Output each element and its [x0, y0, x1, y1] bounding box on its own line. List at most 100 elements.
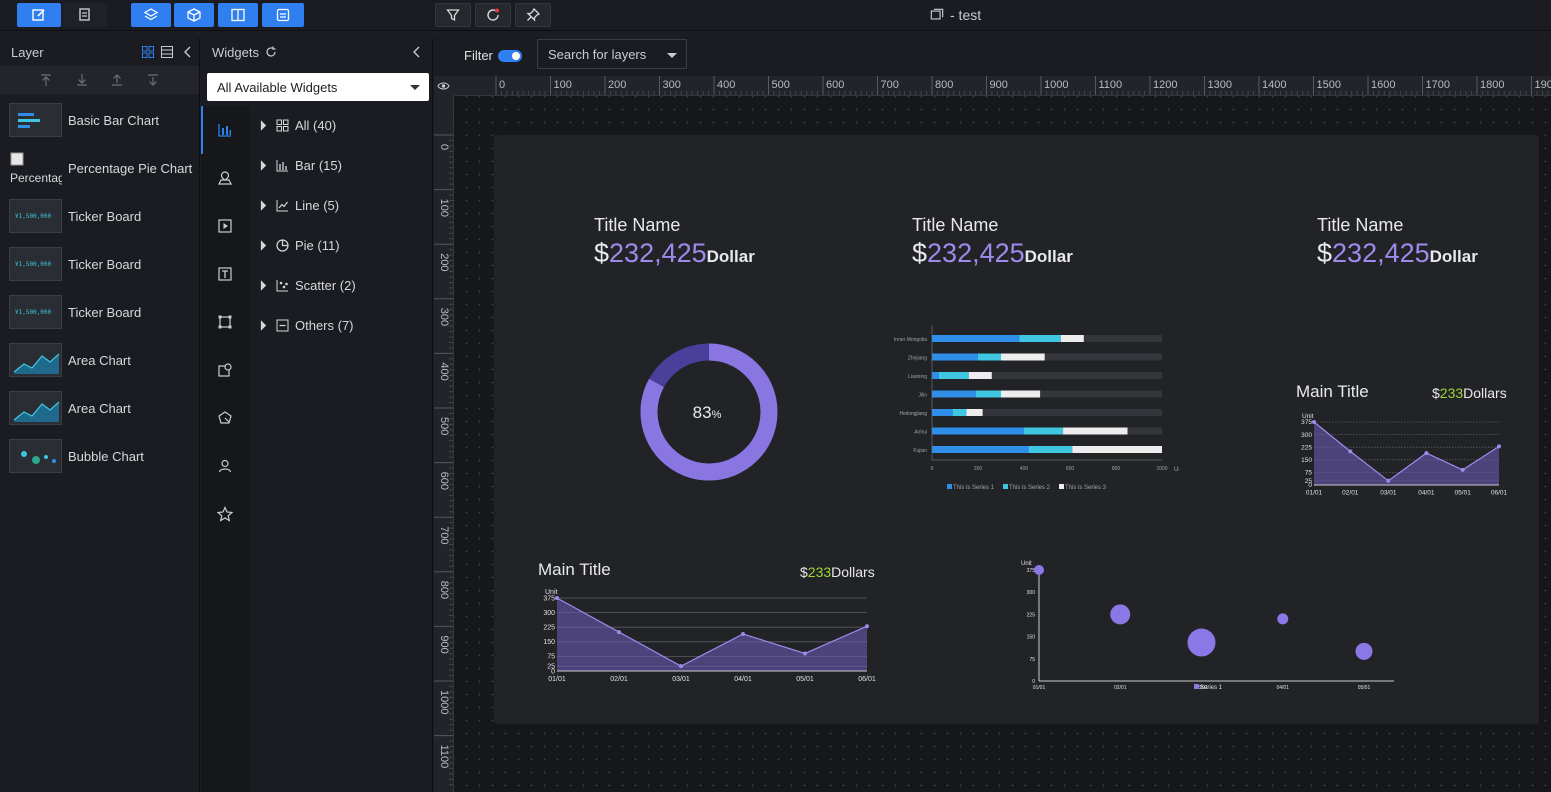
layer-item[interactable]: ¥1,500,000 Ticker Board [0, 288, 200, 336]
ruler-corner[interactable] [434, 76, 454, 96]
kpi-number: 232,425 [609, 238, 707, 268]
area-chart-title: Main Title [1296, 382, 1369, 401]
ticker-thumbnail: ¥1,500,000 [9, 295, 62, 329]
layer-search-select[interactable]: Search for layers [537, 39, 687, 69]
bar-category-label: Inner Mongolia [894, 337, 927, 343]
data-point [1312, 420, 1316, 424]
kpi-unit: Dollar [706, 247, 755, 266]
box-icon [187, 8, 201, 22]
kpi-currency: $ [912, 238, 928, 268]
edit-button[interactable] [17, 3, 61, 27]
kpi-ticker[interactable]: Title Name $232,425Dollar [594, 215, 755, 269]
refresh-button[interactable] [475, 3, 511, 27]
bubble-chart[interactable]: Unit 0 75 150 225 300 375 01/01 02/01 03/01 04/01 0… [1009, 555, 1409, 690]
bar-track [932, 353, 1162, 361]
component-button[interactable] [174, 3, 214, 27]
layer-item-label: Ticker Board [68, 304, 142, 320]
ticker-thumbnail: ¥1,500,000 [9, 247, 62, 281]
layer-item[interactable]: ¥1,500,000 Ticker Board [0, 192, 200, 240]
move-down-icon[interactable] [146, 73, 160, 87]
chevron-right-icon [260, 319, 267, 331]
layer-item[interactable]: Percentage Percentage Pie Chart [0, 144, 200, 192]
layers-button[interactable] [131, 3, 171, 27]
y-axis-label: Unit [1021, 561, 1032, 567]
bar-segment [952, 409, 967, 416]
widget-category-all[interactable]: All (40) [257, 115, 336, 135]
globe-icon[interactable] [217, 410, 233, 426]
bar-chart-icon[interactable] [217, 122, 233, 138]
y-tick-label: 0 [551, 668, 555, 675]
kpi-value: $232,425Dollar [594, 238, 755, 269]
y-tick-label: 300 [543, 610, 555, 617]
export-icon [79, 8, 90, 21]
export-button[interactable] [63, 3, 107, 27]
layer-item[interactable]: Basic Bar Chart [0, 96, 200, 144]
rail-active-indicator [201, 106, 203, 154]
widget-category-line[interactable]: Line (5) [257, 195, 339, 215]
bar-segment [932, 427, 1024, 435]
widget-category-scatter[interactable]: Scatter (2) [257, 275, 356, 295]
y-tick-label: 75 [1305, 470, 1313, 477]
refresh-icon[interactable] [265, 46, 277, 58]
x-tick-label: 04/01 [734, 676, 752, 683]
star-icon[interactable] [217, 506, 233, 522]
widget-category-label: Pie (11) [295, 237, 340, 253]
bar-segment [978, 353, 1001, 361]
y-tick-label: 150 [1027, 635, 1036, 641]
move-top-icon[interactable] [39, 73, 53, 87]
canvas-area[interactable]: Filter Search for layers 0 100 200 300 400 50… [434, 38, 1551, 792]
media-icon[interactable] [217, 218, 233, 234]
pin-button[interactable] [515, 3, 551, 27]
text-icon[interactable] [217, 266, 233, 282]
layer-item-label: Area Chart [68, 400, 131, 416]
widget-category-pie[interactable]: Pie (11) [257, 235, 340, 255]
data-point [1497, 444, 1501, 449]
map-pin-icon[interactable] [217, 170, 233, 186]
filter-button[interactable] [435, 3, 471, 27]
collapse-left-icon[interactable] [183, 46, 193, 58]
y-tick-label: 150 [543, 639, 555, 646]
y-tick-label: 0 [1308, 482, 1312, 489]
collapse-left-icon[interactable] [412, 46, 422, 58]
layer-item-label: Basic Bar Chart [68, 112, 160, 128]
eye-icon [437, 82, 450, 90]
panel-button[interactable] [262, 3, 304, 27]
bar-track [932, 390, 1162, 398]
kpi-ticker[interactable]: Title Name $232,425Dollar [1317, 215, 1478, 269]
split-view-button[interactable] [218, 3, 258, 27]
grid-view-icon[interactable] [142, 46, 154, 58]
layer-item[interactable]: Bubble Chart [0, 432, 200, 480]
layer-item[interactable]: ¥1,500,000 Ticker Board [0, 240, 200, 288]
widget-category-bar[interactable]: Bar (15) [257, 155, 342, 175]
bar-category-label: Jilin [918, 393, 927, 399]
layer-item[interactable]: Area Chart [0, 384, 200, 432]
map-icon[interactable] [217, 362, 233, 378]
move-bottom-icon[interactable] [75, 73, 89, 87]
kpi-ticker[interactable]: Title Name $232,425Dollar [912, 215, 1073, 269]
widget-category-label: Bar (15) [295, 157, 342, 173]
widget-source-select[interactable]: All Available Widgets [207, 73, 429, 101]
move-up-icon[interactable] [110, 73, 124, 87]
list-view-icon[interactable] [161, 46, 173, 58]
widget-category-others[interactable]: Others (7) [257, 315, 354, 335]
x-tick-label: 05/01 [796, 676, 814, 683]
layer-item[interactable]: Area Chart [0, 336, 200, 384]
y-tick-label: 150 [1301, 457, 1312, 464]
panel-icon [276, 8, 290, 22]
layer-item-label: Ticker Board [68, 208, 142, 224]
bar-segment [968, 372, 992, 379]
ticker-thumbnail-text: ¥1,500,000 [15, 309, 52, 316]
shape-icon[interactable] [217, 314, 233, 330]
bar-segment [932, 446, 1029, 453]
percentage-pie-chart[interactable]: 83% [634, 337, 784, 487]
dashboard-screen[interactable]: Title Name $232,425Dollar Title Name $23… [494, 135, 1539, 724]
basic-bar-chart[interactable]: Inner Mongolia Zhejiang Liaoning Jilin Heilo… [879, 325, 1179, 495]
vertical-ruler-ticks: 0 100 200 300 400 500 600 700 800 900 1000 1100 [434, 134, 453, 786]
user-icon[interactable] [217, 458, 233, 474]
filter-toggle[interactable] [498, 50, 522, 62]
data-point [617, 630, 621, 635]
layer-panel: Layer Basic Bar Chart Percentage Percent… [0, 38, 200, 792]
ruler-label: 200 [608, 79, 626, 91]
